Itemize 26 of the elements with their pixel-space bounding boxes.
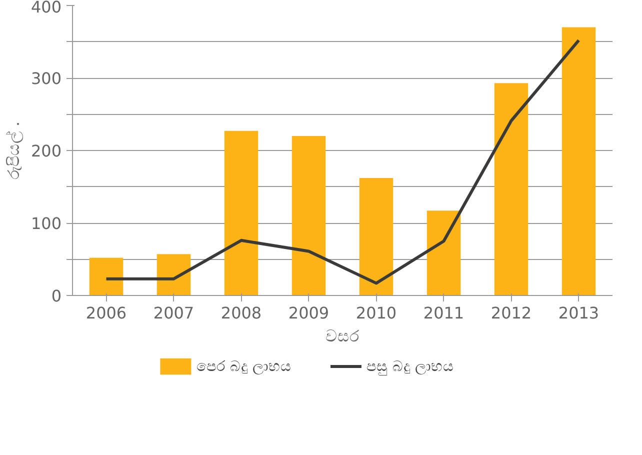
y-tick-label: 0 bbox=[51, 286, 62, 306]
y-tick-label: 300 bbox=[30, 69, 62, 88]
x-tick-label: 2012 bbox=[490, 304, 532, 322]
x-tick-label: 2006 bbox=[86, 304, 127, 322]
line-series bbox=[104, 38, 580, 285]
bar bbox=[562, 27, 596, 296]
bar bbox=[224, 130, 258, 296]
bar bbox=[494, 83, 528, 296]
bar bbox=[292, 136, 326, 296]
x-tick-label: 2007 bbox=[153, 304, 194, 322]
y-tick-label: 100 bbox=[30, 214, 62, 233]
x-tick-label: 2008 bbox=[220, 304, 262, 322]
y-tick-label: 400 bbox=[30, 0, 62, 16]
y-axis-title: රුපියල් . bbox=[4, 121, 24, 180]
x-tick-label: 2013 bbox=[558, 304, 600, 322]
bar bbox=[156, 254, 191, 296]
x-tick-label: 2010 bbox=[356, 304, 397, 322]
bar bbox=[89, 258, 124, 296]
x-axis-title: වසර bbox=[326, 326, 360, 346]
y-tick-label: 200 bbox=[30, 142, 62, 160]
bar bbox=[359, 178, 394, 296]
x-tick-label: 2009 bbox=[288, 304, 330, 322]
x-tick-label: 2011 bbox=[423, 304, 464, 322]
legend-label: පෙර බදු ලාභය bbox=[196, 358, 292, 375]
bar bbox=[426, 210, 461, 296]
legend-label: පසු බදු ලාභය bbox=[366, 358, 454, 376]
